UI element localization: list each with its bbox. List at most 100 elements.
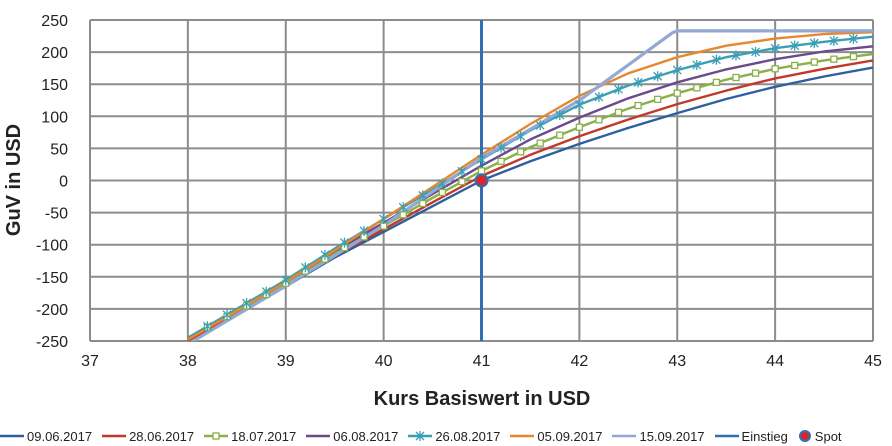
legend-label: 09.06.2017 bbox=[27, 428, 93, 444]
legend-label: 06.08.2017 bbox=[333, 428, 399, 444]
series-18-07-2017-marker bbox=[556, 131, 564, 139]
y-tick-label: -50 bbox=[45, 206, 68, 223]
line-chart: 37 38 39 40 41 42 43 44 45 250 200 150 100 50 0 -50 -100… bbox=[3, 13, 882, 410]
chart-legend: 09.06.2017 28.06.2017 18.07.2017 06.08.2017… bbox=[0, 426, 892, 446]
series-18-07-2017-marker bbox=[458, 178, 466, 186]
x-tick-label: 45 bbox=[864, 353, 882, 370]
series-18-07-2017-marker bbox=[673, 89, 681, 97]
y-tick-label: 50 bbox=[50, 141, 68, 158]
series-26-08-2017-marker bbox=[359, 225, 369, 236]
legend-swatch bbox=[510, 434, 535, 438]
x-tick-label: 42 bbox=[570, 353, 588, 370]
series-18-07-2017-marker bbox=[595, 116, 603, 124]
series-26-08-2017-marker bbox=[731, 50, 741, 61]
series-26-08-2017-marker bbox=[672, 65, 682, 76]
legend-item: 06.08.2017 bbox=[306, 429, 398, 444]
y-tick-label: 0 bbox=[59, 174, 68, 191]
x-axis-title: Kurs Basiswert in USD bbox=[374, 388, 591, 410]
series-26-08-2017-marker bbox=[555, 110, 565, 121]
legend-swatch bbox=[798, 430, 811, 442]
series-18-07-2017-marker bbox=[771, 65, 779, 73]
series-26-08-2017-marker bbox=[535, 120, 545, 131]
series-26-08-2017-marker bbox=[516, 131, 526, 142]
series-06-08-2017-line bbox=[187, 45, 873, 339]
x-tick-label: 41 bbox=[473, 353, 491, 370]
series-26-08-2017-marker bbox=[848, 33, 858, 44]
series-26-08-2017-marker bbox=[770, 43, 780, 54]
series-26-08-2017-marker bbox=[477, 154, 486, 165]
series-18-07-2017-marker bbox=[575, 123, 584, 131]
legend-label: 05.09.2017 bbox=[537, 428, 603, 444]
tick-labels: 37 38 39 40 41 42 43 44 45 250 200 150 100 50 0 -50 -100… bbox=[36, 13, 882, 370]
y-tick-label: -150 bbox=[36, 270, 68, 287]
spot-point bbox=[474, 173, 489, 188]
series-26-08-2017-marker bbox=[300, 262, 310, 273]
series-26-08-2017-marker bbox=[790, 40, 800, 51]
series-26-08-2017-marker bbox=[692, 59, 702, 70]
series-18-07-2017-marker bbox=[732, 73, 740, 82]
series-28-06-2017-line bbox=[187, 59, 873, 341]
series-18-07-2017-marker bbox=[751, 69, 760, 77]
series-18-07-2017-marker bbox=[849, 52, 858, 61]
series-markers bbox=[202, 33, 858, 332]
legend-label: Spot bbox=[814, 428, 842, 444]
y-tick-label: -100 bbox=[36, 238, 68, 255]
legend-item: Spot bbox=[798, 429, 842, 444]
series-26-08-2017-marker bbox=[457, 166, 467, 177]
series-26-08-2017-marker bbox=[574, 99, 584, 110]
series-18-07-2017-marker bbox=[419, 199, 427, 208]
legend-swatch bbox=[714, 434, 739, 438]
legend-swatch bbox=[612, 434, 637, 438]
y-tick-label: 200 bbox=[41, 45, 68, 62]
legend-swatch bbox=[408, 431, 433, 441]
legend-label: 26.08.2017 bbox=[435, 428, 501, 444]
series-26-08-2017-marker bbox=[320, 249, 330, 260]
legend-item: 26.08.2017 bbox=[408, 429, 500, 444]
series-26-08-2017-marker bbox=[202, 321, 212, 332]
legend-swatch bbox=[0, 434, 24, 438]
series-18-07-2017-marker bbox=[536, 139, 544, 147]
series-26-08-2017-marker bbox=[222, 309, 232, 320]
legend-item: 15.09.2017 bbox=[612, 428, 705, 444]
series-18-07-2017-marker bbox=[517, 148, 525, 156]
series-26-08-2017-marker bbox=[398, 202, 408, 213]
series-18-07-2017-marker bbox=[634, 101, 642, 110]
legend-item: 28.06.2017 bbox=[102, 429, 194, 444]
series-26-08-2017-marker bbox=[751, 46, 761, 57]
y-tick-label: -200 bbox=[36, 302, 68, 319]
legend-item: 18.07.2017 bbox=[204, 429, 296, 444]
x-tick-label: 40 bbox=[375, 353, 393, 370]
series-26-08-2017-marker bbox=[633, 77, 643, 88]
legend-label: Einstieg bbox=[741, 428, 788, 444]
legend-label: 28.06.2017 bbox=[129, 428, 195, 444]
series-18-07-2017-marker bbox=[712, 78, 721, 87]
series-26-08-2017-marker bbox=[829, 35, 839, 46]
series-18-07-2017-line bbox=[187, 52, 873, 339]
legend-item: Einstieg bbox=[714, 428, 788, 444]
y-tick-label: 100 bbox=[41, 109, 68, 126]
y-tick-label: 150 bbox=[41, 77, 68, 94]
series-26-08-2017-marker bbox=[614, 84, 623, 95]
series-26-08-2017-marker bbox=[809, 38, 819, 49]
series-26-08-2017-marker bbox=[242, 298, 252, 309]
series-18-07-2017-marker bbox=[791, 61, 799, 70]
y-tick-label: -250 bbox=[36, 334, 68, 351]
series-lines bbox=[187, 20, 873, 341]
series-18-07-2017-marker bbox=[830, 55, 838, 63]
series-18-07-2017-marker bbox=[810, 58, 818, 66]
legend-label: 15.09.2017 bbox=[639, 428, 705, 444]
legend-swatch bbox=[204, 432, 229, 440]
series-18-07-2017-marker bbox=[654, 95, 662, 104]
series-15-09-2017-line bbox=[190, 29, 873, 341]
y-axis-title: GuV in USD bbox=[3, 124, 25, 236]
series-26-08-2017-marker bbox=[594, 92, 604, 103]
series-26-08-2017-marker bbox=[379, 214, 389, 225]
series-26-08-2017-marker bbox=[261, 286, 271, 297]
x-tick-label: 38 bbox=[179, 353, 197, 370]
series-18-07-2017-marker bbox=[614, 108, 623, 116]
legend-label: 18.07.2017 bbox=[231, 428, 297, 444]
legend-swatch bbox=[102, 434, 127, 438]
series-18-07-2017-marker bbox=[497, 157, 505, 166]
series-26-08-2017-marker bbox=[496, 142, 506, 153]
series-18-07-2017-marker bbox=[693, 84, 701, 92]
